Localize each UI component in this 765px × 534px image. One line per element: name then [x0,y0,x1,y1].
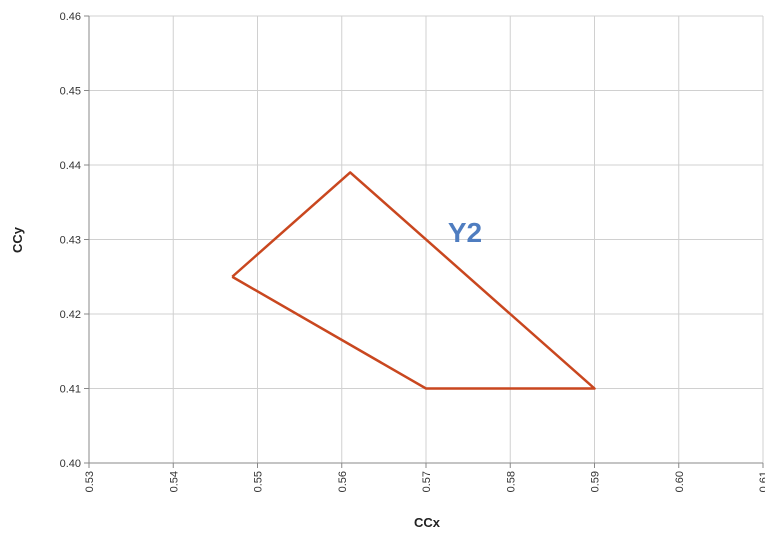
y-tick-label: 0.44 [60,160,81,172]
y-tick-label: 0.42 [60,309,81,321]
y-tick-label: 0.43 [60,235,81,247]
y-tick-label: 0.46 [60,11,81,23]
x-tick-label: 0.57 [421,471,433,492]
x-tick-label: 0.58 [505,471,517,492]
y-tick-label: 0.40 [60,458,81,470]
x-tick-label: 0.60 [674,471,686,492]
y-tick-label: 0.45 [60,86,81,98]
y-axis-title: CCy [10,226,25,253]
x-tick-label: 0.59 [590,471,602,492]
annotation: Y2 [448,217,482,248]
x-tick-label: 0.56 [337,471,349,492]
y-tick-label: 0.41 [60,384,81,396]
x-tick-label: 0.61 [758,471,765,492]
x-tick-label: 0.55 [253,471,265,492]
x-axis-title: CCx [414,515,441,530]
x-tick-label: 0.53 [84,471,96,492]
series-line [231,171,596,390]
x-tick-label: 0.54 [168,471,180,492]
